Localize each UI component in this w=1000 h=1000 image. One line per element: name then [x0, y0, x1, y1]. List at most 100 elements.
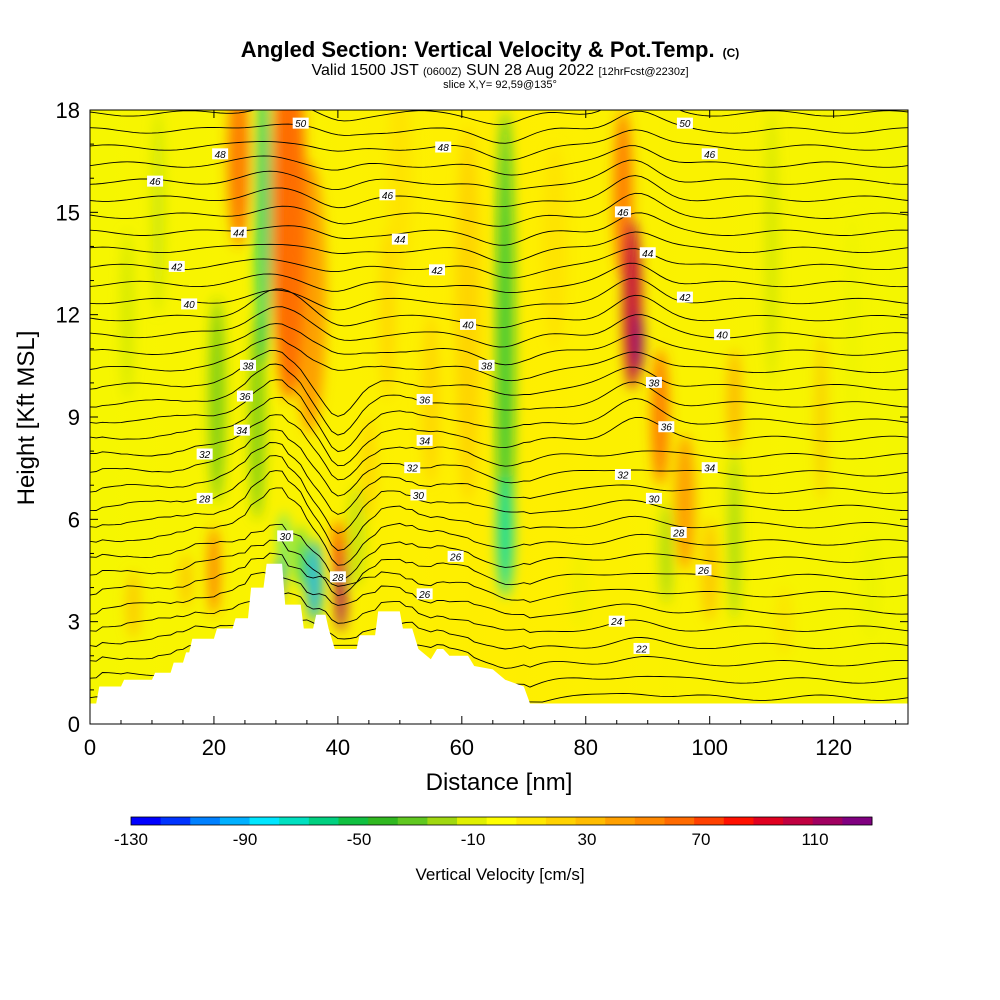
- x-tick-label-4: 80: [574, 735, 598, 760]
- colorbar-tick-label-5: 70: [692, 830, 711, 849]
- isentrope-label-bg: [447, 550, 464, 562]
- isentrope-line-11: [90, 455, 908, 534]
- colorbar-tick-label-2: -50: [347, 830, 372, 849]
- isentrope-label-text: 42: [171, 262, 183, 273]
- isentrope-line-20: [90, 323, 908, 366]
- velocity-cell-19: [496, 474, 514, 598]
- isentrope-label-text: 38: [648, 378, 660, 389]
- isentrope-line-16: [90, 379, 908, 452]
- velocity-cell-9: [333, 519, 346, 574]
- isentrope-label-bg: [645, 492, 662, 504]
- isentrope-label-14: 40: [181, 298, 198, 311]
- velocity-cell-2: [227, 110, 250, 247]
- velocity-cell-16: [179, 553, 193, 609]
- isentrope-label-bg: [410, 489, 427, 501]
- velocity-cell-10: [306, 539, 323, 622]
- isentrope-line-31: [90, 145, 908, 176]
- isentrope-line-2: [90, 644, 908, 669]
- colorbar-ticks: -130 -90 -50 -10 30 70 110: [114, 830, 829, 849]
- isentrope-label-6: 46: [701, 148, 718, 161]
- velocity-cell-31: [815, 331, 828, 503]
- isentrope-labels: 50 50 48 48 46 46 46 46 44 44 44 42 42 42 40 40 40 38 38 38…: [147, 117, 731, 655]
- isentrope-label-bg: [478, 359, 495, 371]
- isentrope-line-7: [90, 539, 908, 597]
- y-tick-label-4: 12: [56, 303, 80, 328]
- isentrope-label-bg: [429, 264, 446, 276]
- colorbar-swatch-13: [516, 817, 547, 825]
- isentrope-label-28: 32: [614, 468, 631, 481]
- isentrope-label-bg: [277, 530, 294, 542]
- isentrope-line-14: [90, 414, 908, 481]
- isentrope-label-bg: [329, 571, 346, 583]
- isentrope-label-18: 38: [478, 359, 495, 372]
- velocity-cell-33: [774, 587, 794, 656]
- isentrope-label-bg: [695, 564, 712, 576]
- colorbar-swatch-15: [575, 817, 606, 825]
- isentrope-label-3: 48: [435, 141, 452, 154]
- isentrope-line-13: [90, 429, 908, 497]
- isentrope-label-36: 26: [695, 564, 712, 577]
- isentrope-line-34: [90, 110, 908, 126]
- isentrope-line-32: [90, 129, 908, 161]
- velocity-cell-6: [151, 110, 165, 315]
- isentrope-label-bg: [391, 233, 408, 245]
- y-tick-label-5: 15: [56, 200, 80, 225]
- isentrope-label-7: 46: [614, 206, 631, 219]
- isentrope-label-26: 32: [196, 448, 213, 461]
- y-axis-label: Height [Kft MSL]: [13, 331, 40, 506]
- isentrope-label-text: 42: [679, 293, 691, 304]
- chart-subtitle: Valid 1500 JST (0600Z) SUN 28 Aug 2022 […: [311, 62, 688, 79]
- y-tick-label-6: 18: [56, 98, 80, 123]
- y-tick-label-3: 9: [68, 405, 80, 430]
- isentrope-line-5: [90, 571, 908, 619]
- isentrope-label-bg: [147, 175, 164, 187]
- velocity-cell-15: [208, 526, 220, 615]
- isentrope-line-15: [90, 396, 908, 467]
- colorbar-swatch-12: [486, 817, 517, 825]
- isentrope-label-bg: [614, 468, 631, 480]
- colorbar-swatch-1: [160, 817, 191, 825]
- isentrope-line-33: [90, 110, 908, 144]
- isentrope-label-text: 30: [648, 494, 660, 505]
- velocity-cell-29: [728, 451, 741, 622]
- isentrope-label-bg: [701, 148, 718, 160]
- isentrope-label-text: 44: [394, 235, 406, 246]
- isentrope-label-text: 50: [295, 119, 307, 130]
- isentrope-label-bg: [212, 148, 229, 160]
- isentrope-label-text: 32: [199, 450, 211, 461]
- isentrope-label-text: 30: [413, 491, 425, 502]
- isentrope-line-22: [90, 288, 908, 329]
- isentrope-label-34: 28: [329, 571, 346, 584]
- isentrope-line-4: [90, 592, 908, 633]
- colorbar-swatch-24: [842, 817, 873, 825]
- isentrope-line-18: [90, 350, 908, 417]
- isentrope-label-27: 32: [404, 462, 421, 475]
- velocity-cell-20: [455, 127, 481, 503]
- colorbar-frame: [130, 816, 873, 826]
- isentrope-label-text: 38: [242, 361, 254, 372]
- isentrope-label-1: 50: [676, 117, 693, 130]
- colorbar-swatch-2: [190, 817, 221, 825]
- velocity-cell-5: [208, 297, 226, 503]
- velocity-cell-7: [120, 229, 134, 400]
- isentrope-label-text: 48: [438, 143, 450, 154]
- isentrope-label-bg: [670, 526, 687, 538]
- isentrope-line-26: [90, 231, 908, 264]
- isentrope-label-5: 46: [379, 189, 396, 202]
- isentrope-label-bg: [240, 359, 257, 371]
- velocity-cell-30: [765, 110, 778, 383]
- colorbar-swatch-18: [664, 817, 695, 825]
- isentrope-label-bg: [292, 117, 309, 129]
- isentrope-label-10: 44: [639, 247, 656, 260]
- colorbar-swatch-7: [338, 817, 369, 825]
- colorbar-swatch-21: [753, 817, 784, 825]
- velocity-cell-40: [570, 546, 589, 629]
- x-tick-label-3: 60: [450, 735, 474, 760]
- colorbar-swatch-23: [812, 817, 843, 825]
- isentrope-label-bg: [701, 462, 718, 474]
- isentrope-line-17: [90, 363, 908, 436]
- isentrope-label-bg: [233, 424, 250, 436]
- isentrope-label-text: 36: [419, 395, 431, 406]
